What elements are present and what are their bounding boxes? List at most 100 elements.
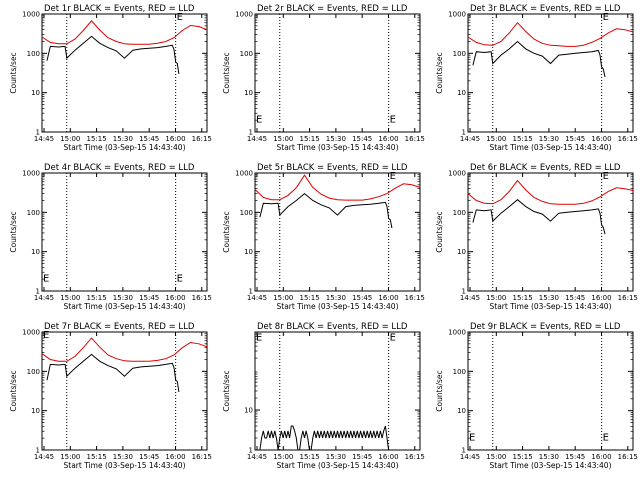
flag-e-marker: E	[256, 332, 262, 343]
x-tick-label: 16:00	[591, 453, 611, 461]
x-tick-label: 15:45	[352, 294, 372, 302]
lld-series-line	[467, 179, 634, 205]
y-tick-label: 100	[240, 209, 253, 217]
x-tick-label: 15:30	[326, 135, 346, 143]
y-tick-label: 100	[240, 50, 253, 58]
events-series-line	[472, 40, 606, 78]
lld-series-line	[41, 20, 208, 45]
x-tick-label: 15:15	[86, 294, 106, 302]
flag-e-marker: E	[603, 433, 609, 444]
x-tick-label: 15:15	[86, 453, 106, 461]
events-series-line	[259, 192, 393, 229]
x-tick-label: 16:15	[618, 135, 638, 143]
y-tick-label: 100	[27, 209, 40, 217]
x-tick-label: 16:15	[618, 453, 638, 461]
lld-series-line	[467, 21, 634, 47]
y-tick-label: 1	[462, 447, 466, 455]
x-tick-label: 15:45	[565, 135, 585, 143]
x-tick-label: 15:15	[512, 294, 532, 302]
x-tick-label: 14:45	[247, 135, 267, 143]
x-tick-label: 15:00	[60, 453, 80, 461]
y-axis-label: Counts/sec	[9, 211, 18, 252]
y-tick-label: 1000	[235, 170, 253, 178]
x-tick-label: 15:45	[352, 453, 372, 461]
x-axis-label: Start Time (03-Sep-15 14:43:40)	[64, 143, 186, 152]
x-axis-label: Start Time (03-Sep-15 14:43:40)	[277, 461, 399, 470]
x-tick-label: 15:00	[486, 294, 506, 302]
plot-frame	[254, 172, 421, 292]
x-tick-label: 15:30	[539, 135, 559, 143]
x-tick-label: 15:15	[86, 135, 106, 143]
x-tick-label: 14:45	[34, 453, 54, 461]
x-tick-label: 15:15	[512, 135, 532, 143]
y-tick-label: 1000	[22, 329, 40, 337]
x-axis-label: Start Time (03-Sep-15 14:43:40)	[490, 461, 612, 470]
flag-e-marker: E	[469, 433, 475, 444]
x-tick-label: 16:15	[405, 294, 425, 302]
y-axis-label: Counts/sec	[222, 211, 231, 252]
flag-e-marker: E	[603, 12, 609, 23]
panel-title: Det 3r BLACK = Events, RED = LLD	[470, 4, 621, 14]
y-axis-label: Counts/sec	[222, 370, 231, 411]
y-tick-label: 100	[453, 368, 466, 376]
y-tick-label: 1000	[448, 170, 466, 178]
events-series-line	[255, 425, 392, 451]
plot-frame	[467, 172, 634, 292]
panel-title: Det 5r BLACK = Events, RED = LLD	[257, 163, 408, 173]
x-tick-label: 16:00	[591, 135, 611, 143]
x-tick-label: 14:45	[34, 294, 54, 302]
panel-title: Det 1r BLACK = Events, RED = LLD	[44, 4, 195, 14]
y-tick-label: 10	[244, 248, 253, 256]
y-axis-label: Counts/sec	[9, 52, 18, 93]
x-tick-label: 15:45	[139, 453, 159, 461]
x-axis-label: Start Time (03-Sep-15 14:43:40)	[490, 302, 612, 311]
x-tick-label: 16:00	[378, 453, 398, 461]
y-axis-label: Counts/sec	[9, 370, 18, 411]
flag-e-marker: E	[43, 330, 49, 341]
x-tick-label: 16:00	[165, 135, 185, 143]
x-tick-label: 15:30	[326, 453, 346, 461]
panel-title: Det 7r BLACK = Events, RED = LLD	[44, 322, 195, 332]
flag-e-marker: E	[43, 274, 49, 285]
panel-det-2: Det 2r BLACK = Events, RED = LLD 14:45 15:…	[222, 4, 425, 152]
panel-title: Det 9r BLACK = Events, RED = LLD	[470, 322, 621, 332]
y-tick-label: 1	[462, 129, 466, 137]
x-tick-label: 15:30	[539, 294, 559, 302]
lld-series-line	[254, 174, 421, 201]
y-tick-label: 10	[457, 248, 466, 256]
plot-frame	[41, 172, 208, 292]
x-tick-label: 14:45	[247, 294, 267, 302]
flag-e-marker: E	[603, 171, 609, 182]
x-tick-label: 15:00	[273, 294, 293, 302]
x-tick-label: 14:45	[34, 135, 54, 143]
flag-e-marker: E	[177, 12, 183, 23]
y-tick-label: 100	[27, 368, 40, 376]
panel-det-4: Det 4r BLACK = Events, RED = LLD 14:45 15:…	[9, 163, 212, 311]
y-tick-label: 10	[244, 407, 253, 415]
flag-e-marker: E	[390, 115, 396, 126]
y-tick-label: 1	[249, 288, 253, 296]
x-tick-label: 15:45	[565, 453, 585, 461]
x-tick-label: 15:45	[352, 135, 372, 143]
panel-det-1: Det 1r BLACK = Events, RED = LLD 14:45 15:…	[9, 4, 212, 152]
panel-title: Det 6r BLACK = Events, RED = LLD	[470, 163, 621, 173]
flag-e-marker: E	[177, 274, 183, 285]
y-tick-label: 10	[31, 89, 40, 97]
lld-series-line	[41, 337, 208, 362]
x-tick-label: 16:15	[405, 453, 425, 461]
x-tick-label: 16:00	[165, 294, 185, 302]
x-tick-label: 15:15	[299, 453, 319, 461]
x-tick-label: 16:00	[378, 294, 398, 302]
x-tick-label: 15:45	[565, 294, 585, 302]
y-tick-label: 10	[457, 89, 466, 97]
x-tick-label: 16:00	[378, 135, 398, 143]
y-tick-label: 1000	[448, 329, 466, 337]
y-tick-label: 1	[249, 447, 253, 455]
x-tick-label: 16:15	[192, 135, 212, 143]
x-tick-label: 14:45	[460, 135, 480, 143]
x-axis-label: Start Time (03-Sep-15 14:43:40)	[277, 143, 399, 152]
plot-frame	[41, 13, 208, 133]
y-tick-label: 1	[36, 288, 40, 296]
x-axis-label: Start Time (03-Sep-15 14:43:40)	[490, 143, 612, 152]
flag-e-marker: E	[390, 171, 396, 182]
